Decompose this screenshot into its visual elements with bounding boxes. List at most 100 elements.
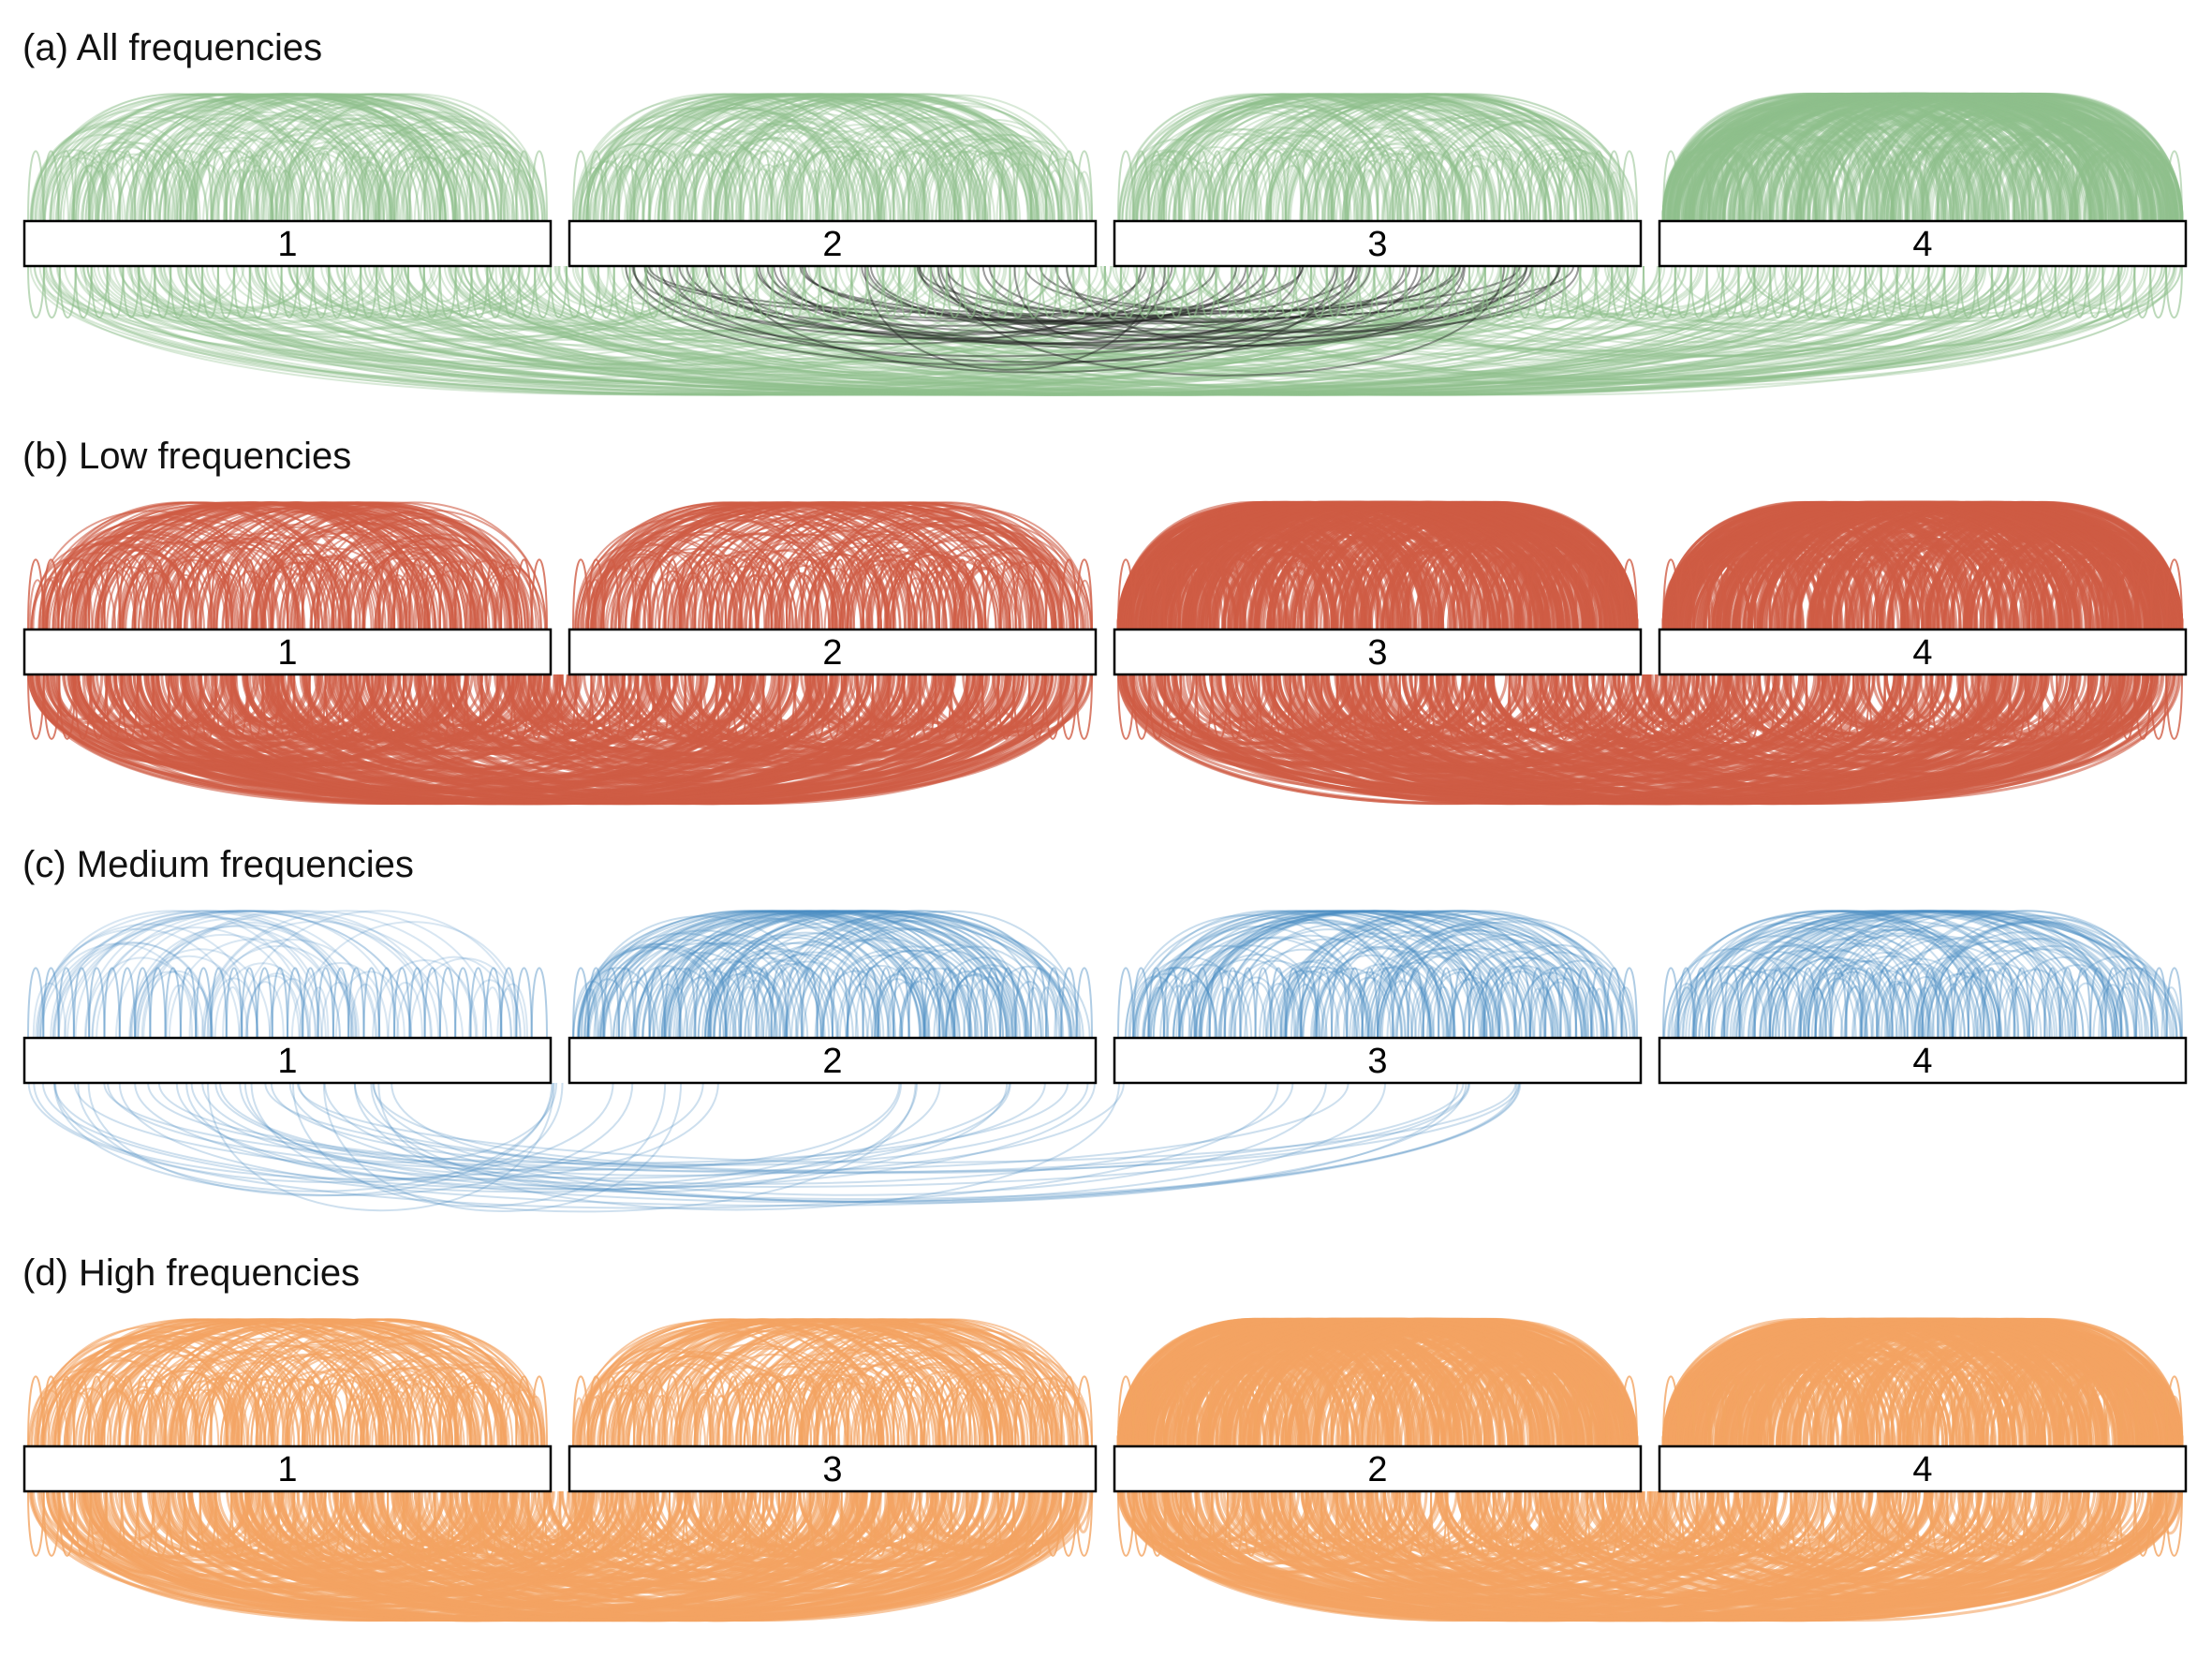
connection-arc <box>931 150 1015 222</box>
connection-arc <box>578 93 1037 222</box>
connection-arc <box>1792 92 2056 222</box>
connection-arc <box>1673 101 1909 222</box>
connection-arc <box>1367 158 1422 222</box>
connection-arc <box>578 167 609 222</box>
connection-arc <box>101 93 460 222</box>
connection-arc <box>103 150 121 222</box>
connection-arc <box>677 93 1019 222</box>
connection-arc <box>1244 147 1335 222</box>
connection-arc <box>1299 93 1599 222</box>
connection-arc <box>1266 93 1595 222</box>
connection-arc <box>271 150 288 222</box>
connection-arc <box>1605 150 1623 222</box>
connection-arc <box>1193 150 1211 222</box>
connection-arc <box>1241 134 1373 222</box>
connection-arc <box>1229 93 1551 222</box>
panel-a-top-arcs <box>27 92 2184 222</box>
connection-arc <box>1267 100 1506 222</box>
connection-arc <box>1685 92 2090 222</box>
connection-arc <box>284 116 472 222</box>
connection-arc <box>1747 98 1994 222</box>
connection-arc <box>1701 92 2066 222</box>
connection-arc <box>647 93 1064 222</box>
connection-arc <box>636 93 967 222</box>
connection-arc <box>1136 163 1177 222</box>
connection-arc <box>922 150 941 222</box>
connection-arc <box>57 150 75 222</box>
connection-arc <box>1728 163 1768 222</box>
connection-arc <box>302 150 319 222</box>
connection-arc <box>1162 150 1181 222</box>
connection-arc <box>1117 96 1372 222</box>
connection-arc <box>1683 92 2102 222</box>
connection-arc <box>725 94 985 222</box>
module-label: 3 <box>1367 633 1387 673</box>
connection-arc <box>1567 167 1597 222</box>
connection-arc <box>234 134 366 222</box>
module-label: 4 <box>1912 1042 1932 1081</box>
connection-arc <box>242 101 477 222</box>
connection-arc <box>283 93 546 222</box>
connection-arc <box>628 130 774 222</box>
connection-arc <box>1987 117 2172 222</box>
connection-arc <box>1396 157 1454 222</box>
connection-arc <box>878 123 1045 222</box>
connection-arc <box>1148 93 1454 222</box>
connection-arc <box>1438 150 1455 222</box>
connection-arc <box>1075 150 1093 222</box>
connection-arc <box>725 126 881 222</box>
connection-arc <box>926 162 969 222</box>
connection-arc <box>582 160 634 222</box>
connection-arc <box>262 117 447 222</box>
panel-d-title: (d) High frequencies <box>22 1252 360 1294</box>
connection-arc <box>71 93 514 222</box>
connection-arc <box>1680 126 1837 222</box>
connection-arc <box>577 126 734 222</box>
connection-arc <box>624 93 959 222</box>
connection-arc <box>866 150 950 222</box>
connection-arc <box>572 93 954 222</box>
connection-arc <box>587 150 605 222</box>
connection-arc <box>103 1082 1349 1172</box>
connection-arc <box>756 93 1040 222</box>
connection-arc <box>173 93 441 222</box>
connection-arc <box>1782 92 2063 222</box>
connection-arc <box>163 111 367 222</box>
connection-arc <box>1180 167 1210 222</box>
connection-arc <box>140 134 273 222</box>
connection-arc <box>234 93 516 222</box>
connection-arc <box>609 164 645 222</box>
connection-arc <box>1377 150 1394 222</box>
connection-arc <box>1285 150 1303 222</box>
connection-arc <box>1701 92 2145 222</box>
connection-arc <box>1574 150 1593 222</box>
module-label: 2 <box>822 633 842 673</box>
connection-arc <box>875 126 1034 222</box>
connection-arc <box>1709 92 2132 222</box>
connection-arc <box>1817 124 1982 222</box>
connection-arc <box>1957 132 2096 222</box>
connection-arc <box>789 99 1029 222</box>
connection-arc <box>530 150 548 222</box>
connection-arc <box>261 170 283 222</box>
connection-arc <box>236 93 545 222</box>
connection-arc <box>851 105 1076 222</box>
connection-arc <box>755 150 773 222</box>
connection-arc <box>27 150 45 222</box>
connection-arc <box>1367 144 1468 222</box>
panel-c-top-arcs <box>27 910 2183 1039</box>
connection-arc <box>2056 135 2184 222</box>
connection-arc <box>679 112 879 222</box>
connection-arc <box>118 150 137 222</box>
connection-arc <box>1126 154 1195 222</box>
connection-arc <box>1258 93 1636 222</box>
connection-arc <box>1705 92 1978 222</box>
connection-arc <box>1157 111 1360 222</box>
connection-arc <box>287 150 304 222</box>
connection-arc <box>1269 150 1288 222</box>
connection-arc <box>42 150 60 222</box>
connection-arc <box>1141 129 1287 222</box>
connection-arc <box>1668 93 1995 222</box>
connection-arc <box>1673 93 2010 222</box>
connection-arc <box>686 93 1022 222</box>
